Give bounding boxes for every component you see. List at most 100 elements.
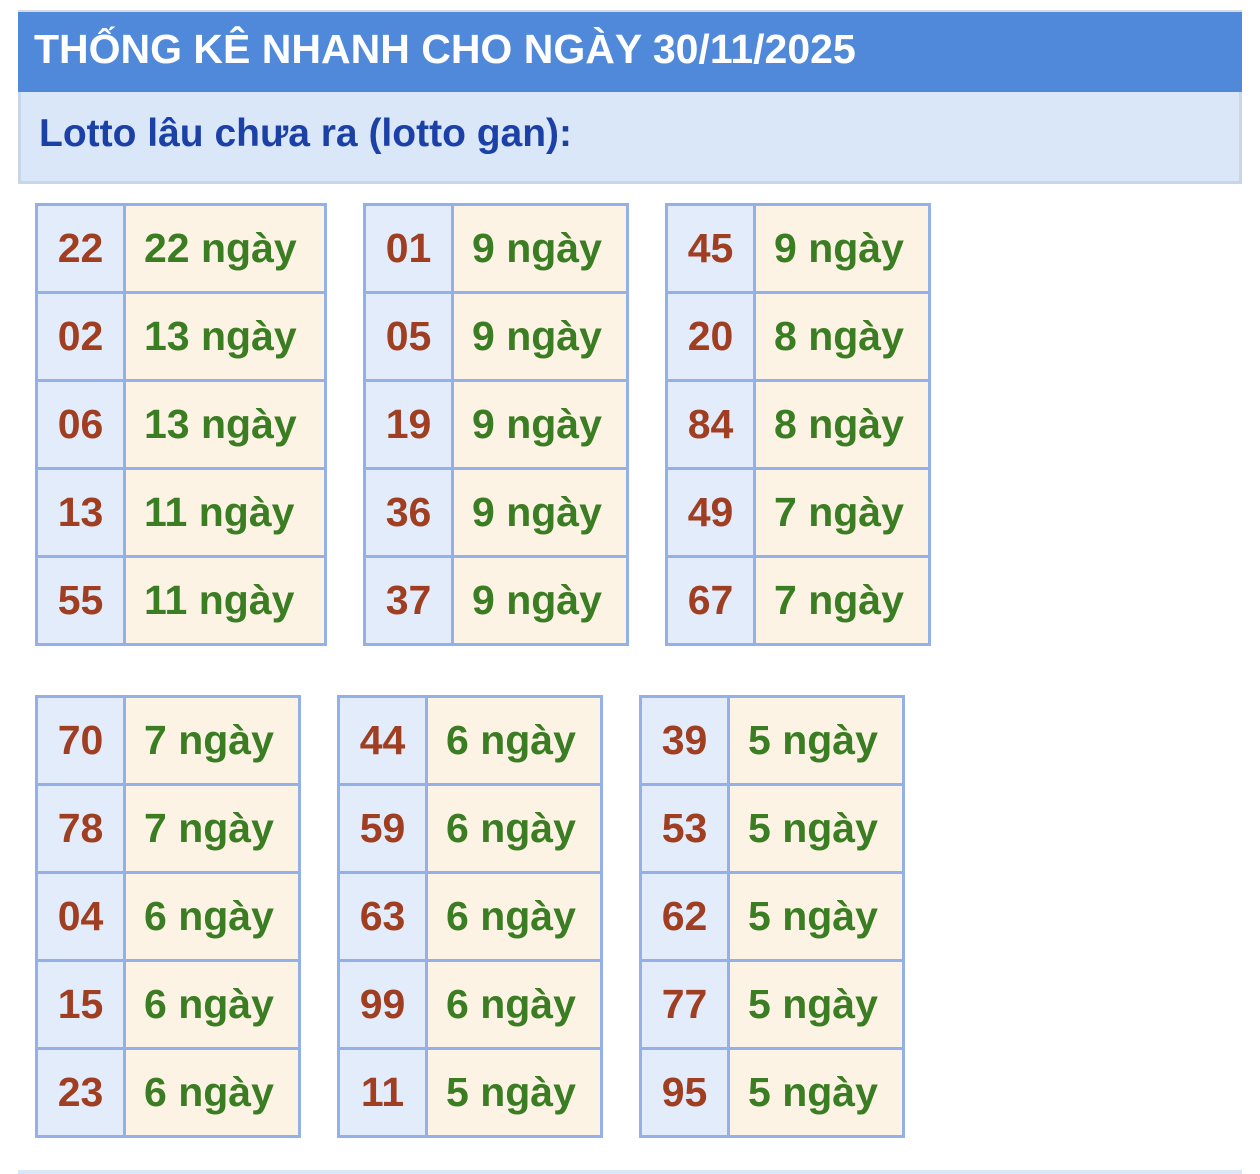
table-row: 95 5 ngày (639, 1047, 905, 1138)
table-row: 49 7 ngày (665, 467, 931, 558)
lotto-number: 99 (337, 959, 428, 1050)
table-row: 13 11 ngày (35, 467, 327, 558)
lotto-gan-table: 01 9 ngày 05 9 ngày 19 9 ngày 36 9 ngày 37 9 ngày (363, 203, 629, 646)
table-row: 02 13 ngày (35, 291, 327, 382)
lotto-number: 37 (363, 555, 454, 646)
table-row: 39 5 ngày (639, 695, 905, 786)
days-absent: 6 ngày (425, 695, 603, 786)
days-absent: 7 ngày (753, 467, 931, 558)
footer-strip (18, 1170, 1242, 1174)
lotto-number: 55 (35, 555, 126, 646)
lotto-number: 15 (35, 959, 126, 1050)
table-row: 15 6 ngày (35, 959, 301, 1050)
days-absent: 6 ngày (425, 783, 603, 874)
section-title: Lotto lâu chưa ra (lotto gan): (39, 112, 573, 155)
table-row: 62 5 ngày (639, 871, 905, 962)
table-row: 23 6 ngày (35, 1047, 301, 1138)
table-row: 22 22 ngày (35, 203, 327, 294)
table-row: 05 9 ngày (363, 291, 629, 382)
days-absent: 8 ngày (753, 291, 931, 382)
lotto-number: 13 (35, 467, 126, 558)
lotto-number: 23 (35, 1047, 126, 1138)
days-absent: 6 ngày (123, 959, 301, 1050)
lotto-number: 45 (665, 203, 756, 294)
table-row: 11 5 ngày (337, 1047, 603, 1138)
days-absent: 6 ngày (425, 959, 603, 1050)
page-title: THỐNG KÊ NHANH CHO NGÀY 30/11/2025 (34, 26, 856, 72)
lotto-number: 63 (337, 871, 428, 962)
days-absent: 13 ngày (123, 291, 327, 382)
days-absent: 5 ngày (425, 1047, 603, 1138)
days-absent: 9 ngày (451, 379, 629, 470)
table-row: 44 6 ngày (337, 695, 603, 786)
table-row: 67 7 ngày (665, 555, 931, 646)
days-absent: 9 ngày (451, 291, 629, 382)
days-absent: 7 ngày (753, 555, 931, 646)
table-row: 59 6 ngày (337, 783, 603, 874)
table-row: 36 9 ngày (363, 467, 629, 558)
days-absent: 5 ngày (727, 959, 905, 1050)
lotto-number: 59 (337, 783, 428, 874)
lotto-number: 62 (639, 871, 730, 962)
table-row: 06 13 ngày (35, 379, 327, 470)
lotto-number: 77 (639, 959, 730, 1050)
table-row: 20 8 ngày (665, 291, 931, 382)
table-row: 01 9 ngày (363, 203, 629, 294)
days-absent: 5 ngày (727, 1047, 905, 1138)
table-row: 70 7 ngày (35, 695, 301, 786)
days-absent: 7 ngày (123, 695, 301, 786)
days-absent: 5 ngày (727, 695, 905, 786)
lotto-number: 05 (363, 291, 454, 382)
days-absent: 5 ngày (727, 871, 905, 962)
table-row: 99 6 ngày (337, 959, 603, 1050)
section-header: Lotto lâu chưa ra (lotto gan): (18, 92, 1242, 184)
table-row: 77 5 ngày (639, 959, 905, 1050)
table-row: 53 5 ngày (639, 783, 905, 874)
days-absent: 6 ngày (425, 871, 603, 962)
lotto-number: 70 (35, 695, 126, 786)
table-row: 45 9 ngày (665, 203, 931, 294)
days-absent: 9 ngày (451, 555, 629, 646)
lotto-number: 39 (639, 695, 730, 786)
lotto-number: 01 (363, 203, 454, 294)
table-row: 63 6 ngày (337, 871, 603, 962)
days-absent: 9 ngày (451, 467, 629, 558)
table-row: 78 7 ngày (35, 783, 301, 874)
days-absent: 5 ngày (727, 783, 905, 874)
lotto-number: 06 (35, 379, 126, 470)
lotto-number: 49 (665, 467, 756, 558)
table-row: 55 11 ngày (35, 555, 327, 646)
lotto-number: 36 (363, 467, 454, 558)
lotto-gan-table: 45 9 ngày 20 8 ngày 84 8 ngày 49 7 ngày 67 7 ngày (665, 203, 931, 646)
lotto-gan-table: 70 7 ngày 78 7 ngày 04 6 ngày 15 6 ngày 23 6 ngày (35, 695, 301, 1138)
lotto-number: 67 (665, 555, 756, 646)
days-absent: 11 ngày (123, 467, 327, 558)
days-absent: 22 ngày (123, 203, 327, 294)
lotto-number: 22 (35, 203, 126, 294)
lotto-number: 84 (665, 379, 756, 470)
table-row: 37 9 ngày (363, 555, 629, 646)
lotto-number: 19 (363, 379, 454, 470)
days-absent: 7 ngày (123, 783, 301, 874)
lotto-number: 95 (639, 1047, 730, 1138)
days-absent: 9 ngày (451, 203, 629, 294)
lotto-number: 53 (639, 783, 730, 874)
table-row: 19 9 ngày (363, 379, 629, 470)
days-absent: 8 ngày (753, 379, 931, 470)
days-absent: 6 ngày (123, 1047, 301, 1138)
days-absent: 6 ngày (123, 871, 301, 962)
table-row: 84 8 ngày (665, 379, 931, 470)
days-absent: 11 ngày (123, 555, 327, 646)
lotto-number: 44 (337, 695, 428, 786)
lotto-gan-table: 22 22 ngày 02 13 ngày 06 13 ngày 13 11 ngày 55 11… (35, 203, 327, 646)
table-row: 04 6 ngày (35, 871, 301, 962)
lotto-gan-table: 39 5 ngày 53 5 ngày 62 5 ngày 77 5 ngày 95 5 ngày (639, 695, 905, 1138)
lotto-number: 11 (337, 1047, 428, 1138)
lotto-number: 78 (35, 783, 126, 874)
lotto-number: 20 (665, 291, 756, 382)
lotto-gan-table: 44 6 ngày 59 6 ngày 63 6 ngày 99 6 ngày 11 5 ngày (337, 695, 603, 1138)
lotto-number: 04 (35, 871, 126, 962)
lotto-number: 02 (35, 291, 126, 382)
days-absent: 13 ngày (123, 379, 327, 470)
page-header: THỐNG KÊ NHANH CHO NGÀY 30/11/2025 (18, 10, 1242, 92)
